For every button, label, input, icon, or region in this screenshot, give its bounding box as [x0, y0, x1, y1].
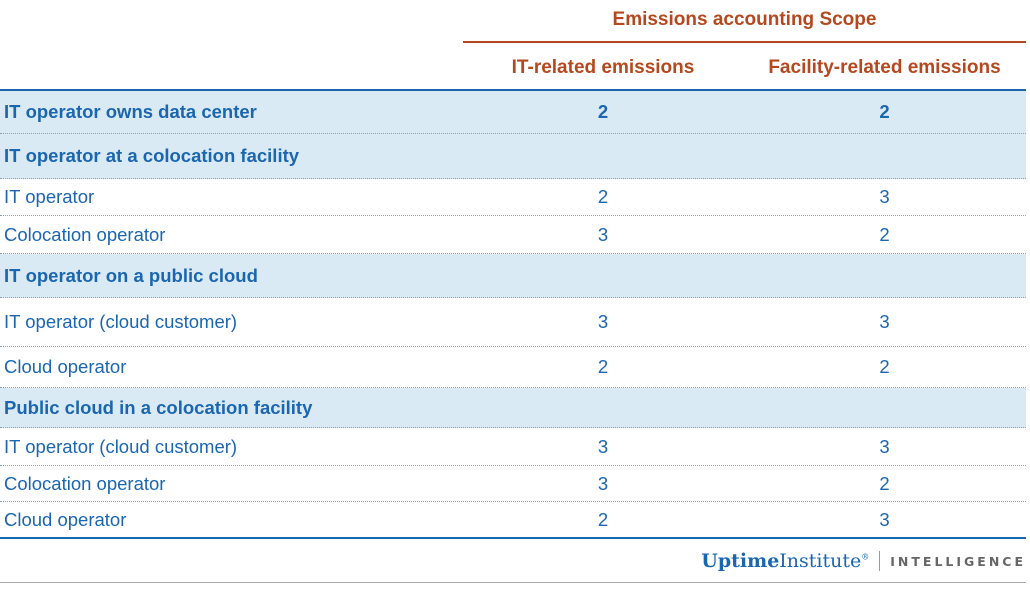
table-row: Colocation operator 3 2 — [0, 466, 1026, 502]
table-row: IT operator (cloud customer) 3 3 — [0, 298, 1026, 347]
table-row: IT operator (cloud customer) 3 3 — [0, 428, 1026, 466]
row-label: Cloud operator — [4, 356, 127, 377]
row-label: IT operator (cloud customer) — [4, 311, 238, 332]
table-row: Cloud operator 2 2 — [0, 347, 1026, 388]
it-scope-value: 2 — [597, 186, 609, 207]
row-label: IT operator owns data center — [4, 101, 257, 122]
brand-intelligence: INTELLIGENCE — [890, 553, 1026, 569]
it-scope-value: 2 — [597, 508, 609, 530]
table-group-row: IT operator owns data center 2 2 — [0, 91, 1026, 134]
it-scope-value: 3 — [597, 223, 609, 245]
facility-scope-value: 2 — [879, 101, 890, 122]
row-label: IT operator (cloud customer) — [4, 435, 238, 457]
row-label: IT operator at a colocation facility — [4, 145, 300, 166]
bottom-rule — [0, 582, 1026, 583]
facility-scope-value: 2 — [879, 472, 890, 494]
row-label: IT operator — [4, 186, 95, 207]
it-scope-value: 3 — [597, 472, 609, 494]
table-row: IT operator 2 3 — [0, 179, 1026, 216]
it-scope-value: 2 — [597, 101, 609, 122]
facility-scope-value: 3 — [879, 311, 890, 332]
super-header: Emissions accounting Scope — [612, 9, 877, 30]
it-scope-value: 3 — [597, 311, 609, 332]
facility-scope-value: 2 — [879, 223, 890, 245]
brand-logo-institute: Institute® — [779, 550, 869, 572]
facility-scope-value: 2 — [879, 356, 890, 377]
facility-scope-value: 3 — [879, 186, 890, 207]
brand-institute-text: Institute — [779, 550, 862, 572]
row-label: Public cloud in a colocation facility — [4, 396, 313, 418]
it-scope-value: 3 — [597, 435, 609, 457]
header-rule — [0, 89, 1026, 91]
row-label: Colocation operator — [4, 223, 166, 245]
table-group-row: IT operator at a colocation facility — [0, 134, 1026, 179]
super-header-rule — [463, 41, 1026, 43]
it-scope-value: 2 — [597, 356, 609, 377]
table-group-row: IT operator on a public cloud — [0, 254, 1026, 298]
facility-scope-value: 3 — [879, 435, 890, 457]
brand-logo-uptime: Uptime — [701, 550, 780, 572]
brand-separator — [879, 551, 881, 571]
row-label: Cloud operator — [4, 508, 127, 530]
row-label: Colocation operator — [4, 472, 166, 494]
footer-branding: Uptime Institute® INTELLIGENCE — [701, 549, 1026, 573]
column-header-facility: Facility-related emissions — [768, 57, 1001, 78]
column-header-it: IT-related emissions — [511, 57, 695, 78]
row-label: IT operator on a public cloud — [4, 264, 258, 286]
brand-mark: ® — [861, 552, 870, 562]
table-row: Colocation operator 3 2 — [0, 216, 1026, 254]
table-row: Cloud operator 2 3 — [0, 502, 1026, 539]
table-group-row: Public cloud in a colocation facility — [0, 388, 1026, 428]
facility-scope-value: 3 — [879, 508, 890, 530]
